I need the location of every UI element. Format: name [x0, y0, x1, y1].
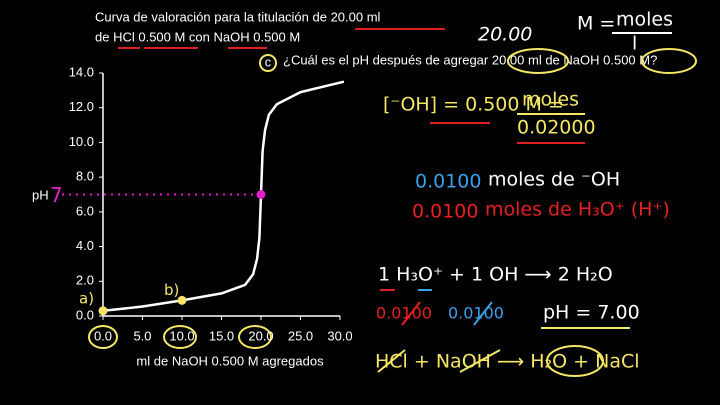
note: pH = 7.00 — [543, 302, 640, 324]
circle — [163, 325, 197, 349]
question: ¿Cuál es el pH después de agregar 20.00 … — [283, 52, 657, 67]
circle — [88, 325, 118, 349]
y-tick-label: 8.0 — [76, 169, 94, 184]
marker-label: b) — [164, 281, 179, 299]
note: 1 H₃O⁺ + 1 OH ⟶ 2 H₂O — [378, 264, 613, 286]
note: 0.02000 — [517, 117, 596, 139]
y-tick-label: 12.0 — [69, 99, 94, 114]
y-tick-label: 2.0 — [76, 273, 94, 288]
note: HCl + NaOH ⟶ H₂O + NaCl — [375, 351, 640, 373]
note: 0.0100 — [412, 201, 478, 223]
note: moles — [522, 89, 579, 111]
note: 0.0100 — [415, 171, 481, 193]
marker — [98, 306, 108, 316]
note: 0.0100 — [448, 304, 504, 323]
x-axis-label: ml de NaOH 0.500 M agregados — [136, 353, 324, 368]
marker-label: a) — [79, 289, 94, 307]
circle — [238, 325, 272, 349]
y-tick-label: 6.0 — [76, 203, 94, 218]
y-axis-label: pH — [32, 187, 49, 202]
marker-label: 7 — [50, 183, 63, 207]
chart-title: de HCl 0.500 M con NaOH 0.500 M — [95, 29, 300, 44]
marker — [256, 190, 266, 199]
circle — [259, 54, 277, 72]
strike — [401, 301, 421, 326]
x-tick-label: 30.0 — [327, 328, 352, 343]
note: 20.00 — [478, 24, 532, 46]
strike — [377, 349, 406, 373]
y-tick-label: 10.0 — [69, 134, 94, 149]
note: moles de H₃O⁺ (H⁺) — [485, 199, 670, 221]
x-tick-label: 25.0 — [288, 328, 313, 343]
note: moles — [616, 9, 673, 31]
note: 0.0100 — [376, 304, 432, 323]
chart-title: Curva de valoración para la titulación d… — [95, 9, 381, 24]
y-tick-label: 0.0 — [76, 307, 94, 322]
circle — [546, 345, 604, 377]
note: M = — [577, 13, 615, 35]
note: [⁻OH] = 0.500 M = — [383, 94, 564, 116]
circle — [507, 48, 569, 74]
strike — [473, 301, 493, 326]
y-tick-label: 14.0 — [69, 64, 94, 79]
note: moles de ⁻OH — [488, 169, 620, 191]
x-tick-label: 15.0 — [209, 328, 234, 343]
x-tick-label: 0.0 — [94, 328, 112, 343]
question-letter: c — [265, 54, 272, 69]
x-tick-label: 5.0 — [133, 328, 151, 343]
note: l — [632, 33, 637, 55]
strike — [459, 349, 501, 373]
marker — [177, 295, 187, 305]
y-tick-label: 4.0 — [76, 238, 94, 253]
x-tick-label: 10.0 — [169, 328, 194, 343]
circle — [641, 48, 697, 74]
x-tick-label: 20.0 — [248, 328, 273, 343]
curve — [102, 80, 345, 313]
